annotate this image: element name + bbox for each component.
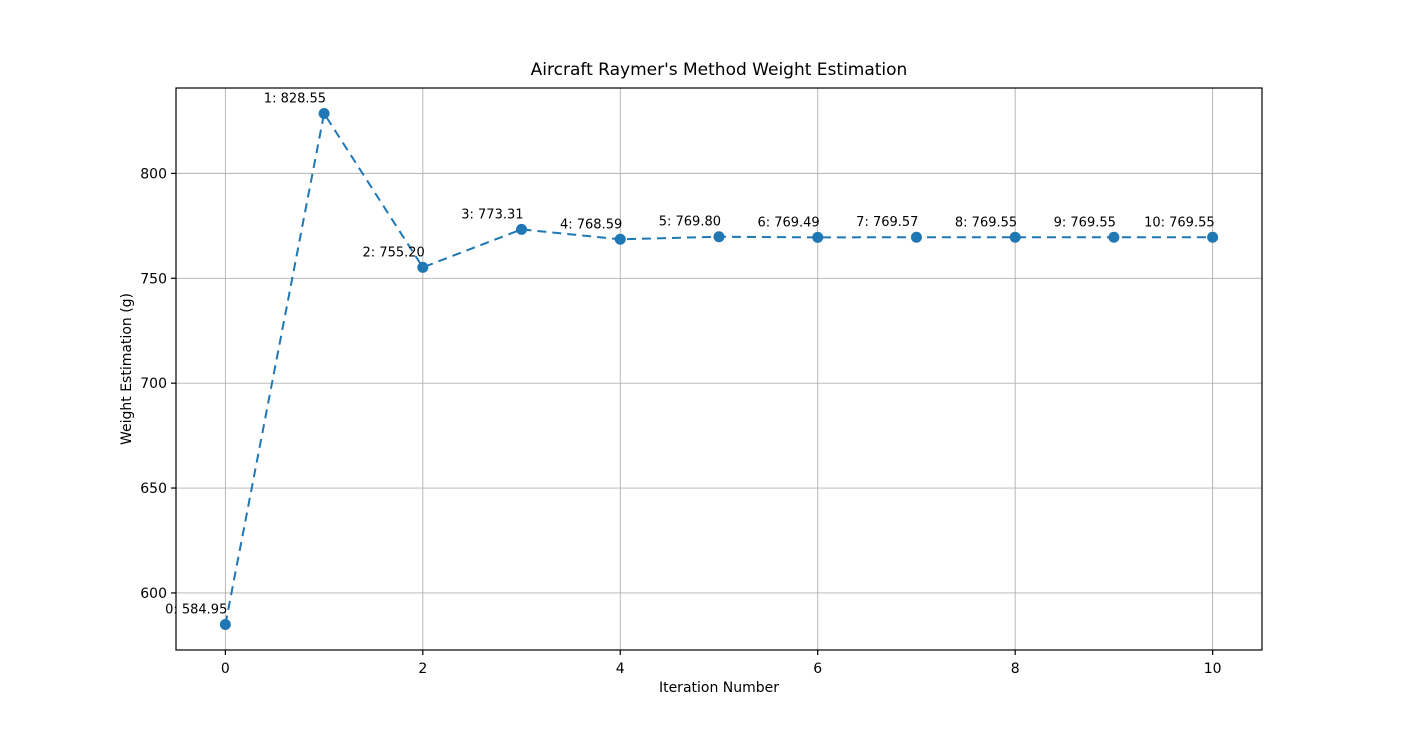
point-annotation: 1: 828.55 bbox=[264, 91, 326, 106]
data-point-marker bbox=[713, 231, 725, 243]
data-point-marker bbox=[417, 261, 429, 273]
point-annotation: 5: 769.80 bbox=[659, 215, 721, 230]
x-tick-label: 2 bbox=[418, 661, 427, 677]
point-annotation: 4: 768.59 bbox=[560, 217, 622, 232]
point-annotation: 10: 769.55 bbox=[1144, 215, 1215, 230]
data-point-marker bbox=[516, 223, 528, 235]
point-annotation: 2: 755.20 bbox=[363, 245, 425, 260]
data-point-marker bbox=[812, 231, 824, 243]
x-tick-label: 8 bbox=[1011, 661, 1020, 677]
point-annotation: 6: 769.49 bbox=[757, 215, 819, 230]
y-tick-label: 750 bbox=[140, 271, 167, 287]
data-point-marker bbox=[219, 619, 231, 631]
data-point-marker bbox=[318, 107, 330, 119]
point-annotation: 3: 773.31 bbox=[461, 207, 523, 222]
point-annotation: 0: 584.95 bbox=[165, 603, 227, 618]
y-tick-label: 650 bbox=[140, 481, 167, 497]
x-tick-label: 6 bbox=[813, 661, 822, 677]
chart-title: Aircraft Raymer's Method Weight Estimati… bbox=[530, 60, 908, 80]
axes-box bbox=[175, 87, 1263, 651]
data-point-marker bbox=[614, 233, 626, 245]
data-point-marker bbox=[1108, 231, 1120, 243]
y-tick-label: 700 bbox=[140, 376, 167, 392]
y-tick-label: 600 bbox=[140, 586, 167, 602]
x-axis-label: Iteration Number bbox=[658, 680, 780, 696]
x-tick-label: 10 bbox=[1204, 661, 1222, 677]
x-tick-label: 0 bbox=[221, 661, 230, 677]
data-point-marker bbox=[1207, 231, 1219, 243]
point-annotation: 8: 769.55 bbox=[955, 215, 1017, 230]
x-tick-label: 4 bbox=[616, 661, 625, 677]
data-line bbox=[224, 110, 1213, 625]
point-annotation: 9: 769.55 bbox=[1054, 215, 1116, 230]
data-point-marker bbox=[910, 231, 922, 243]
data-point-marker bbox=[1009, 231, 1021, 243]
point-annotation: 7: 769.57 bbox=[856, 215, 918, 230]
y-tick-label: 800 bbox=[140, 166, 167, 182]
